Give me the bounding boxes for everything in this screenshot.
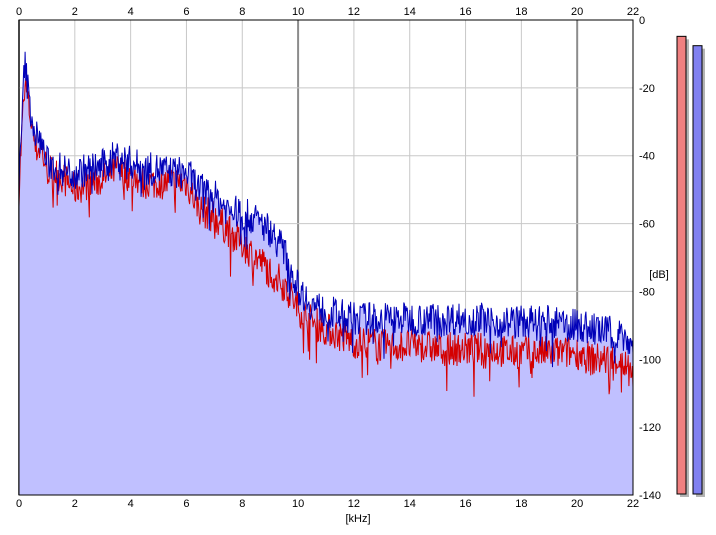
x-tick-top-4: 8 bbox=[239, 6, 245, 18]
plot-border bbox=[18, 19, 634, 496]
y-tick-2: -40 bbox=[639, 151, 655, 163]
x-tick-top-8: 16 bbox=[459, 6, 471, 18]
x-tick-top-2: 4 bbox=[128, 6, 134, 18]
x-tick-top-9: 18 bbox=[515, 6, 527, 18]
x-tick-bottom-4: 8 bbox=[239, 498, 245, 510]
y-tick-6: -120 bbox=[639, 422, 661, 434]
x-tick-top-1: 2 bbox=[72, 6, 78, 18]
y-tick-labels: 0 -20 -40 -60 -80 -100 -120 -140 bbox=[639, 15, 661, 502]
y-tick-4: -80 bbox=[639, 286, 655, 298]
x-axis-label: [kHz] bbox=[345, 513, 370, 525]
x-tick-top-10: 20 bbox=[571, 6, 583, 18]
series-line-1 bbox=[18, 51, 634, 368]
x-tick-top-3: 6 bbox=[183, 6, 189, 18]
x-tick-bottom-10: 20 bbox=[571, 498, 583, 510]
x-tick-bottom-1: 2 bbox=[72, 498, 78, 510]
x-tick-labels-bottom: 0 2 4 6 8 10 12 14 16 18 20 22 bbox=[16, 498, 639, 510]
x-tick-bottom-9: 18 bbox=[515, 498, 527, 510]
x-tick-bottom-11: 22 bbox=[627, 498, 639, 510]
y-tick-0: 0 bbox=[639, 15, 645, 27]
x-tick-top-11: 22 bbox=[627, 6, 639, 18]
x-tick-bottom-2: 4 bbox=[128, 498, 134, 510]
y-tick-3: -60 bbox=[639, 219, 655, 231]
y-tick-1: -20 bbox=[639, 83, 655, 95]
x-tick-bottom-5: 10 bbox=[292, 498, 304, 510]
x-tick-labels-top: 0 2 4 6 8 10 12 14 16 18 20 22 bbox=[16, 6, 639, 18]
x-tick-bottom-6: 12 bbox=[348, 498, 360, 510]
spectrum-area bbox=[19, 51, 633, 495]
x-tick-top-7: 14 bbox=[404, 6, 416, 18]
series-line-0 bbox=[18, 78, 634, 397]
level-meter-1 bbox=[692, 45, 703, 495]
level-meter-0 bbox=[676, 35, 687, 495]
x-tick-bottom-8: 16 bbox=[459, 498, 471, 510]
x-tick-top-6: 12 bbox=[348, 6, 360, 18]
series-lines bbox=[18, 51, 634, 397]
y-tick-5: -100 bbox=[639, 354, 661, 366]
level-meters bbox=[676, 35, 705, 498]
x-tick-bottom-7: 14 bbox=[404, 498, 416, 510]
y-axis-label: [dB] bbox=[649, 269, 669, 281]
spectrum-fill bbox=[19, 51, 633, 495]
y-tick-7: -140 bbox=[639, 490, 661, 502]
x-tick-top-5: 10 bbox=[292, 6, 304, 18]
x-tick-top-0: 0 bbox=[16, 6, 22, 18]
x-tick-bottom-0: 0 bbox=[16, 498, 22, 510]
x-tick-bottom-3: 6 bbox=[183, 498, 189, 510]
